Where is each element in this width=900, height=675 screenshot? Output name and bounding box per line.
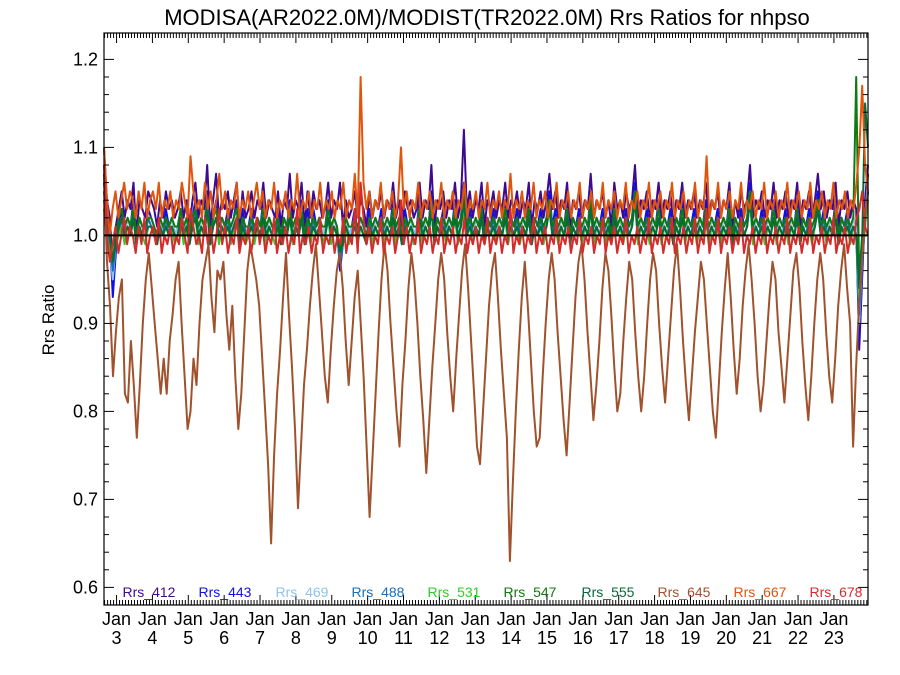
x-tick-label-month: Jan: [317, 609, 346, 629]
y-tick-label: 0.8: [73, 401, 98, 421]
x-tick-label-month: Jan: [174, 609, 203, 629]
y-tick-label: 1.0: [73, 225, 98, 245]
x-tick-label-year: 8: [291, 628, 301, 648]
x-tick-label-year: 16: [573, 628, 593, 648]
x-tick-label-month: Jan: [102, 609, 131, 629]
x-tick-label-year: 10: [358, 628, 378, 648]
x-tick-label-month: Jan: [497, 609, 526, 629]
x-tick-label-month: Jan: [676, 609, 705, 629]
y-axis-label: Rrs Ratio: [39, 285, 58, 356]
x-tick-label-month: Jan: [604, 609, 633, 629]
legend-entry-rrs-488: Rrs_488: [352, 584, 405, 600]
x-tick-label-year: 9: [327, 628, 337, 648]
series-line-rrs-645: [103, 173, 869, 562]
x-tick-label-month: Jan: [281, 609, 310, 629]
x-tick-label-year: 14: [501, 628, 521, 648]
legend-entry-rrs-555: Rrs_555: [582, 584, 635, 600]
x-tick-label-month: Jan: [568, 609, 597, 629]
x-tick-label-year: 12: [429, 628, 449, 648]
x-tick-label-month: Jan: [353, 609, 382, 629]
x-tick-label-year: 6: [219, 628, 229, 648]
y-tick-label: 0.9: [73, 313, 98, 333]
x-tick-label-year: 13: [465, 628, 485, 648]
legend: Rrs_412 Rrs_443 Rrs_469 Rrs_488 Rrs_531 Rrs_5…: [123, 584, 863, 600]
legend-entry-rrs-645: Rrs_645: [658, 584, 711, 600]
x-tick-label-month: Jan: [640, 609, 669, 629]
x-tick-label-month: Jan: [532, 609, 561, 629]
legend-entry-rrs-531: Rrs_531: [428, 584, 481, 600]
legend-entry-rrs-412: Rrs_412: [123, 584, 176, 600]
x-tick-label-year: 7: [255, 628, 265, 648]
x-tick-label-year: 21: [752, 628, 772, 648]
x-tick-label-month: Jan: [712, 609, 741, 629]
axes-layer: 0.60.70.80.91.01.11.2Jan3Jan4Jan5Jan6Jan…: [73, 32, 869, 648]
x-tick-label-year: 23: [824, 628, 844, 648]
x-tick-label-month: Jan: [210, 609, 239, 629]
x-tick-label-month: Jan: [819, 609, 848, 629]
legend-entry-rrs-443: Rrs_443: [199, 584, 252, 600]
x-tick-label-month: Jan: [138, 609, 167, 629]
legend-entry-rrs-469: Rrs_469: [276, 584, 329, 600]
y-tick-label: 1.2: [73, 49, 98, 69]
x-tick-label-year: 5: [183, 628, 193, 648]
x-tick-label-year: 3: [112, 628, 122, 648]
x-tick-label-year: 20: [716, 628, 736, 648]
x-tick-label-year: 19: [680, 628, 700, 648]
x-tick-label-month: Jan: [784, 609, 813, 629]
x-tick-label-month: Jan: [425, 609, 454, 629]
x-tick-label-month: Jan: [461, 609, 490, 629]
x-tick-label-year: 15: [537, 628, 557, 648]
series-layer: [103, 76, 869, 562]
x-tick-label-year: 11: [394, 628, 413, 648]
series-line-rrs-678: [103, 164, 869, 263]
chart-title: MODISA(AR2022.0M)/MODIST(TR2022.0M) Rrs …: [164, 5, 810, 30]
plot-frame: [103, 32, 869, 606]
x-tick-label-year: 17: [609, 628, 629, 648]
x-tick-label-year: 22: [788, 628, 808, 648]
x-tick-label-year: 4: [147, 628, 157, 648]
y-tick-label: 1.1: [73, 137, 98, 157]
x-tick-label-year: 18: [645, 628, 665, 648]
x-tick-label-month: Jan: [246, 609, 275, 629]
legend-entry-rrs-667: Rrs_667: [734, 584, 787, 600]
series-line-rrs-667: [103, 76, 869, 237]
y-tick-label: 0.6: [73, 577, 98, 597]
x-tick-label-month: Jan: [389, 609, 418, 629]
x-tick-label-month: Jan: [748, 609, 777, 629]
legend-entry-rrs-678: Rrs_678: [810, 584, 863, 600]
legend-entry-rrs-547: Rrs_547: [504, 584, 557, 600]
y-tick-label: 0.7: [73, 489, 98, 509]
